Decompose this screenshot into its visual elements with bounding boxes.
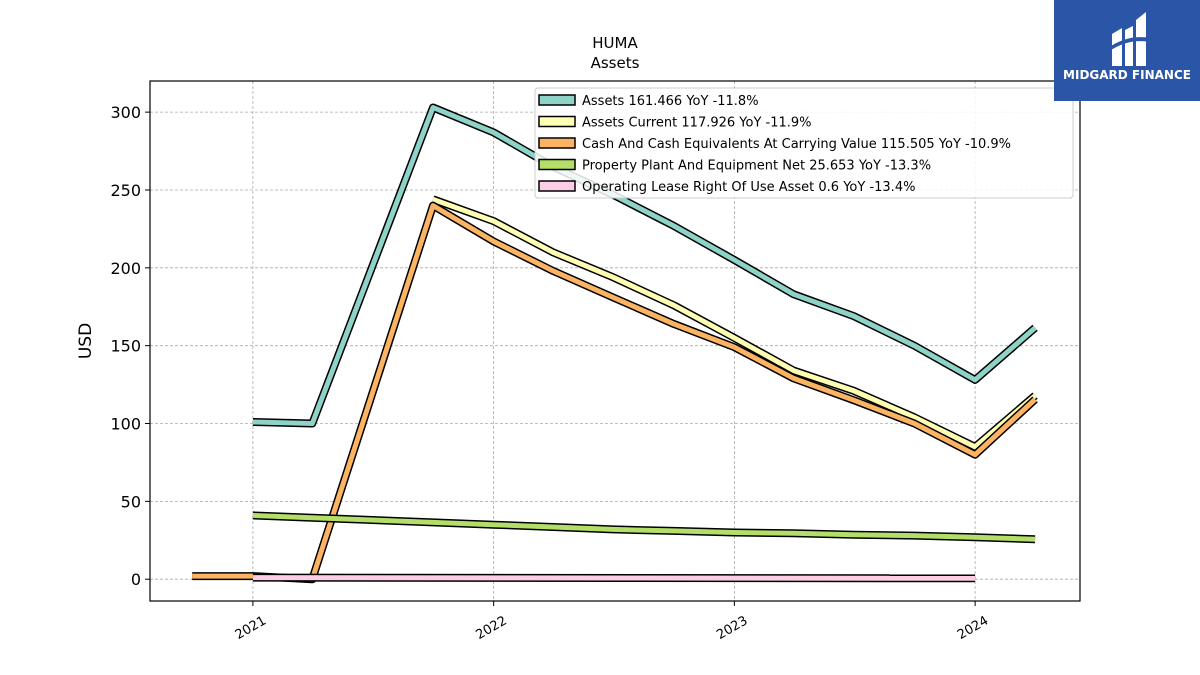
series-line — [252, 105, 1037, 426]
legend-entry: Operating Lease Right Of Use Asset 0.6 Y… — [582, 180, 915, 195]
midgard-finance-logo: MIDGARD FINANCE — [1054, 0, 1200, 101]
y-tick-label: 300 — [110, 103, 141, 122]
x-axis-ticks: 2021 2022 2023 2024 — [233, 601, 991, 643]
y-axis-ticks: 0 50 100 150 200 250 300 — [110, 103, 150, 589]
legend: Assets 161.466 YoY -11.8% Assets Current … — [534, 87, 1074, 199]
series-line — [252, 575, 976, 581]
x-tick-label: 2023 — [714, 613, 750, 643]
chart-subtitle: Assets — [591, 54, 640, 72]
midgard-logo-mark-icon — [1108, 12, 1150, 66]
y-tick-label: 250 — [110, 181, 141, 200]
legend-swatch — [538, 180, 576, 192]
series-layer — [192, 103, 1038, 584]
legend-entry: Cash And Cash Equivalents At Carrying Va… — [582, 137, 1011, 152]
y-tick-label: 0 — [131, 570, 141, 589]
chart-title: HUMA — [592, 34, 638, 52]
legend-box — [534, 87, 1074, 199]
legend-entry: Assets 161.466 YoY -11.8% — [582, 94, 759, 109]
series-line-outline — [192, 201, 1038, 584]
legend-swatch — [538, 115, 576, 128]
series-3 — [252, 511, 1036, 544]
y-tick-label: 150 — [110, 337, 141, 356]
y-tick-label: 100 — [110, 415, 141, 434]
x-tick-label: 2021 — [233, 613, 269, 643]
x-tick-label: 2022 — [473, 613, 509, 643]
x-tick-label: 2024 — [955, 613, 991, 643]
plot-frame — [149, 80, 1081, 602]
y-tick-label: 200 — [110, 259, 141, 278]
series-line — [252, 512, 1036, 542]
legend-swatch — [538, 137, 576, 149]
y-axis-label: USD — [76, 323, 96, 359]
series-2 — [192, 201, 1038, 584]
logo-text: MIDGARD FINANCE — [1063, 68, 1191, 82]
y-tick-label: 50 — [121, 492, 141, 511]
series-0 — [252, 103, 1038, 428]
series-line — [192, 203, 1037, 582]
series-4 — [252, 573, 976, 583]
legend-swatch — [538, 158, 576, 171]
series-1 — [431, 195, 1038, 451]
series-line — [432, 196, 1037, 450]
legend-entry: Property Plant And Equipment Net 25.653 … — [582, 159, 931, 174]
legend-entry: Assets Current 117.926 YoY -11.9% — [582, 116, 812, 131]
legend-swatch — [538, 94, 576, 106]
